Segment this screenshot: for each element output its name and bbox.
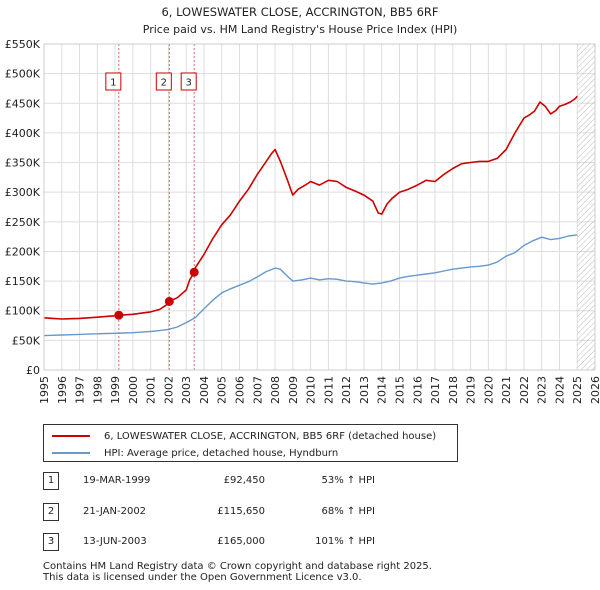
sale-label-3: 3 <box>186 78 192 89</box>
x-tick-label: 2015 <box>393 376 406 404</box>
sale-label-2: 2 <box>161 78 167 89</box>
y-tick-label: £400K <box>5 127 41 140</box>
x-tick-label: 2008 <box>269 376 282 404</box>
price-chart: 6, LOWESWATER CLOSE, ACCRINGTON, BB5 6RF… <box>5 5 600 404</box>
y-tick-label: £500K <box>5 68 41 81</box>
y-tick-label: £350K <box>5 157 41 170</box>
transaction-number: 3 <box>43 533 59 551</box>
hpi-line <box>43 234 578 337</box>
transaction-hpi-diff: 53% ↑ HPI <box>321 475 375 486</box>
sale-marker-3 <box>189 267 199 277</box>
sale-label-box-3 <box>180 72 197 91</box>
x-tick-label: 1995 <box>38 376 51 404</box>
y-tick-label: £0 <box>26 364 40 377</box>
x-tick-label: 2011 <box>322 376 335 404</box>
y-tick-label: £200K <box>5 245 41 258</box>
x-tick-label: 2022 <box>518 376 531 404</box>
y-tick-label: £250K <box>5 216 41 229</box>
x-tick-label: 2014 <box>376 376 389 404</box>
x-tick-label: 2026 <box>589 376 600 404</box>
transaction-date: 13-JUN-2003 <box>83 536 147 547</box>
x-tick-label: 2005 <box>216 376 229 404</box>
sale-label-1: 1 <box>110 78 116 89</box>
y-tick-label: £50K <box>12 334 41 347</box>
x-tick-label: 2016 <box>411 376 424 404</box>
x-tick-label: 2018 <box>447 376 460 404</box>
transaction-price: £115,650 <box>217 506 265 517</box>
y-tick-label: £300K <box>5 186 41 199</box>
transaction-hpi-diff: 101% ↑ HPI <box>315 536 375 547</box>
x-tick-label: 2002 <box>162 376 175 404</box>
plot-border <box>43 43 596 371</box>
x-tick-label: 2004 <box>198 376 211 404</box>
sale-marker-1 <box>114 310 124 320</box>
transaction-hpi-diff: 68% ↑ HPI <box>321 506 375 517</box>
x-tick-label: 1996 <box>56 376 69 404</box>
x-tick-label: 2006 <box>234 376 247 404</box>
y-tick-label: £100K <box>5 305 41 318</box>
x-tick-label: 1998 <box>91 376 104 404</box>
transaction-date: 19-MAR-1999 <box>83 475 151 486</box>
legend: 6, LOWESWATER CLOSE, ACCRINGTON, BB5 6RF… <box>43 424 458 462</box>
x-tick-label: 2000 <box>127 376 140 404</box>
sale-label-box-2 <box>155 72 172 91</box>
footer-licence: This data is licensed under the Open Gov… <box>43 572 362 583</box>
legend-item-hpi: HPI: Average price, detached house, Hynd… <box>52 445 338 461</box>
legend-swatch-property <box>52 435 90 437</box>
x-tick-label: 2012 <box>340 376 353 404</box>
x-tick-label: 2001 <box>145 376 158 404</box>
sale-label-box-1 <box>105 72 122 91</box>
footer: Contains HM Land Registry data © Crown c… <box>43 561 432 583</box>
transaction-date: 21-JAN-2002 <box>83 506 147 517</box>
x-tick-label: 2017 <box>429 376 442 404</box>
sale-marker-2 <box>164 296 174 306</box>
x-tick-label: 1999 <box>109 376 122 404</box>
x-tick-label: 2024 <box>553 376 566 404</box>
chart-title: 6, LOWESWATER CLOSE, ACCRINGTON, BB5 6RF <box>161 5 438 19</box>
y-tick-label: £150K <box>5 275 41 288</box>
x-tick-label: 2013 <box>358 376 371 404</box>
property-price-line <box>43 95 578 320</box>
legend-item-property: 6, LOWESWATER CLOSE, ACCRINGTON, BB5 6RF… <box>52 428 436 444</box>
transaction-price: £165,000 <box>217 536 265 547</box>
x-tick-label: 2023 <box>536 376 549 404</box>
transaction-number: 2 <box>43 503 59 521</box>
forecast-hatch <box>577 44 595 370</box>
legend-swatch-hpi <box>52 452 90 454</box>
legend-label-property: 6, LOWESWATER CLOSE, ACCRINGTON, BB5 6RF… <box>104 430 437 442</box>
x-tick-label: 2003 <box>180 376 193 404</box>
y-tick-label: £550K <box>5 38 41 51</box>
legend-label-hpi: HPI: Average price, detached house, Hynd… <box>104 447 339 459</box>
chart-subtitle: Price paid vs. HM Land Registry's House … <box>143 23 458 36</box>
footer-copyright: Contains HM Land Registry data © Crown c… <box>43 561 432 572</box>
x-tick-label: 2021 <box>500 376 513 404</box>
transaction-number: 1 <box>43 472 59 490</box>
x-tick-label: 2019 <box>465 376 478 404</box>
x-tick-label: 2007 <box>251 376 264 404</box>
x-tick-label: 2025 <box>571 376 584 404</box>
x-tick-label: 2009 <box>287 376 300 404</box>
transaction-price: £92,450 <box>223 475 265 486</box>
x-tick-label: 2020 <box>482 376 495 404</box>
y-tick-label: £450K <box>5 97 41 110</box>
x-tick-label: 1997 <box>74 376 87 404</box>
x-tick-label: 2010 <box>305 376 318 404</box>
